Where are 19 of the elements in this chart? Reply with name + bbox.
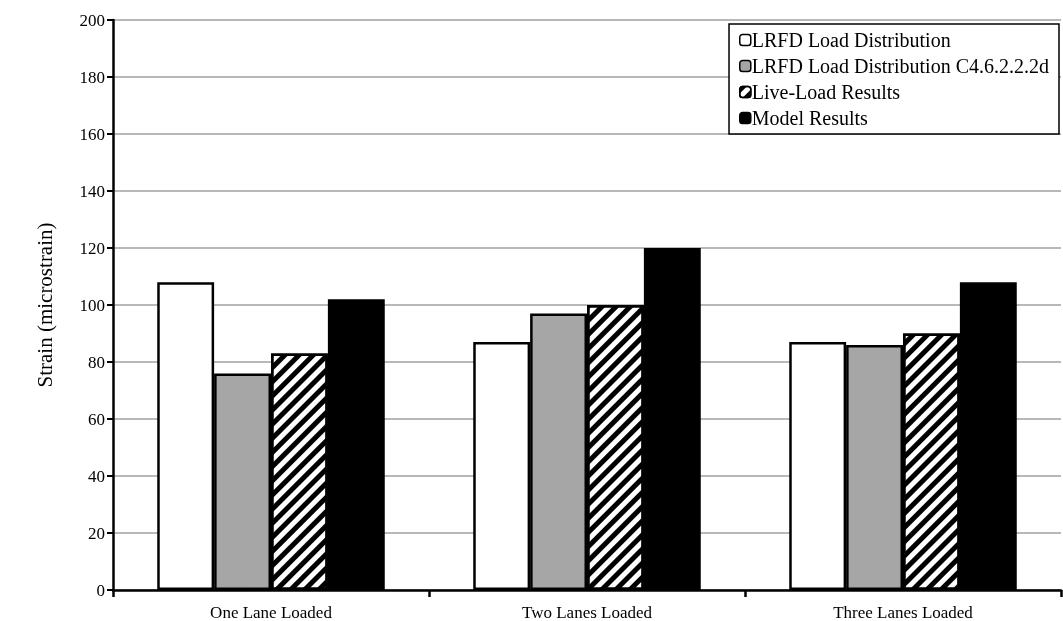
y-tick-label: 160 <box>79 124 105 144</box>
y-tick-label: 40 <box>88 466 105 486</box>
y-tick-label: 120 <box>79 238 105 258</box>
y-tick-label: 0 <box>96 580 105 600</box>
y-tick-label: 80 <box>88 352 105 372</box>
legend-label: LRFD Load Distribution <box>751 29 951 51</box>
y-tick-label: 20 <box>88 523 105 543</box>
y-tick-label: 140 <box>79 181 105 201</box>
legend-label: Live-Load Results <box>751 81 901 103</box>
y-tick-label: 180 <box>79 67 105 87</box>
y-tick-label: 100 <box>79 295 105 315</box>
x-tick-label: One Lane Loaded <box>210 603 333 621</box>
x-tick-label: Three Lanes Loaded <box>833 603 974 621</box>
legend-label: LRFD Load Distribution C4.6.2.2.2d <box>751 55 1050 77</box>
y-axis-title: Strain (microstrain) <box>32 222 57 388</box>
x-tick-label: Two Lanes Loaded <box>521 603 653 621</box>
y-tick-label: 60 <box>88 409 105 429</box>
legend-label: Model Results <box>751 107 869 129</box>
y-tick-label: 200 <box>79 10 105 30</box>
